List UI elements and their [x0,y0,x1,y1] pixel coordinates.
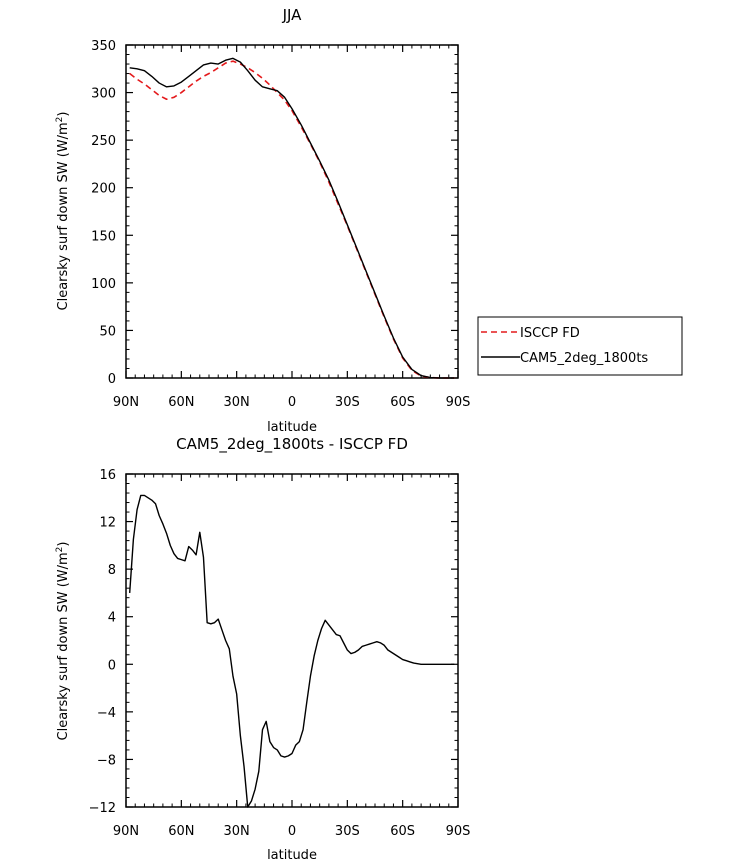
y-tick-label: 100 [91,277,116,292]
y-tick-label: 0 [108,372,116,387]
x-tick-label: 30S [335,395,360,410]
x-tick-label: 60S [390,824,415,839]
bottom-panel-title: CAM5_2deg_1800ts - ISCCP FD [176,435,408,454]
series-line-cam5-2deg-1800ts [129,57,455,379]
bottom-plot-frame [125,473,459,808]
top-panel-ylabel: Clearsky surf down SW (W/m2) [55,112,71,311]
y-tick-label: 250 [91,134,116,149]
x-tick-label: 60N [168,824,194,839]
y-tick-label: 12 [99,516,116,531]
legend-label-cam5: CAM5_2deg_1800ts [520,351,648,366]
legend-label-isccp: ISCCP FD [520,326,580,341]
x-tick-label: 60S [390,395,415,410]
y-tick-label: 300 [91,87,116,102]
y-tick-label: −12 [89,801,116,816]
y-tick-label: −8 [97,753,116,768]
y-tick-label: 4 [108,611,116,626]
x-tick-label: 90S [446,824,471,839]
x-tick-label: 30N [224,395,250,410]
x-tick-label: 90N [113,395,139,410]
y-tick-label: 8 [108,563,116,578]
x-tick-label: 90S [446,395,471,410]
x-tick-label: 0 [288,395,296,410]
series-line-difference [128,494,455,808]
bottom-ylabel-text: Clearsky surf down SW (W/m [56,552,71,740]
ylabel-superscript: 2 [55,117,65,123]
bottom-panel-ylabel: Clearsky surf down SW (W/m2) [55,542,71,741]
y-tick-label: 350 [91,39,116,54]
top-panel: JJA 90N 60N 30N 0 30S 60S 90S 0 50 100 150 200 250 30… [55,6,683,435]
top-ylabel-text: Clearsky surf down SW (W/m [56,122,71,310]
x-tick-label: 30N [224,824,250,839]
y-tick-label: 150 [91,229,116,244]
legend-box [477,316,683,376]
ylabel-close-paren: ) [56,542,71,547]
y-tick-label: 200 [91,182,116,197]
top-panel-xlabel: latitude [267,420,317,435]
x-tick-label: 30S [335,824,360,839]
x-tick-label: 60N [168,395,194,410]
x-tick-label: 0 [288,824,296,839]
bottom-panel: CAM5_2deg_1800ts - ISCCP FD 90N 60N 30N 0 30… [55,435,470,863]
y-tick-label: 0 [108,658,116,673]
y-tick-label: 50 [99,324,116,339]
y-tick-label: −4 [97,706,116,721]
legend: ISCCP FD CAM5_2deg_1800ts [477,316,683,376]
y-tick-label: 16 [99,468,116,483]
top-panel-title: JJA [282,6,303,24]
x-tick-label: 90N [113,824,139,839]
ylabel-superscript: 2 [55,547,65,553]
ylabel-close-paren: ) [56,112,71,117]
top-plot-frame [125,44,459,379]
bottom-panel-xlabel: latitude [267,848,317,863]
